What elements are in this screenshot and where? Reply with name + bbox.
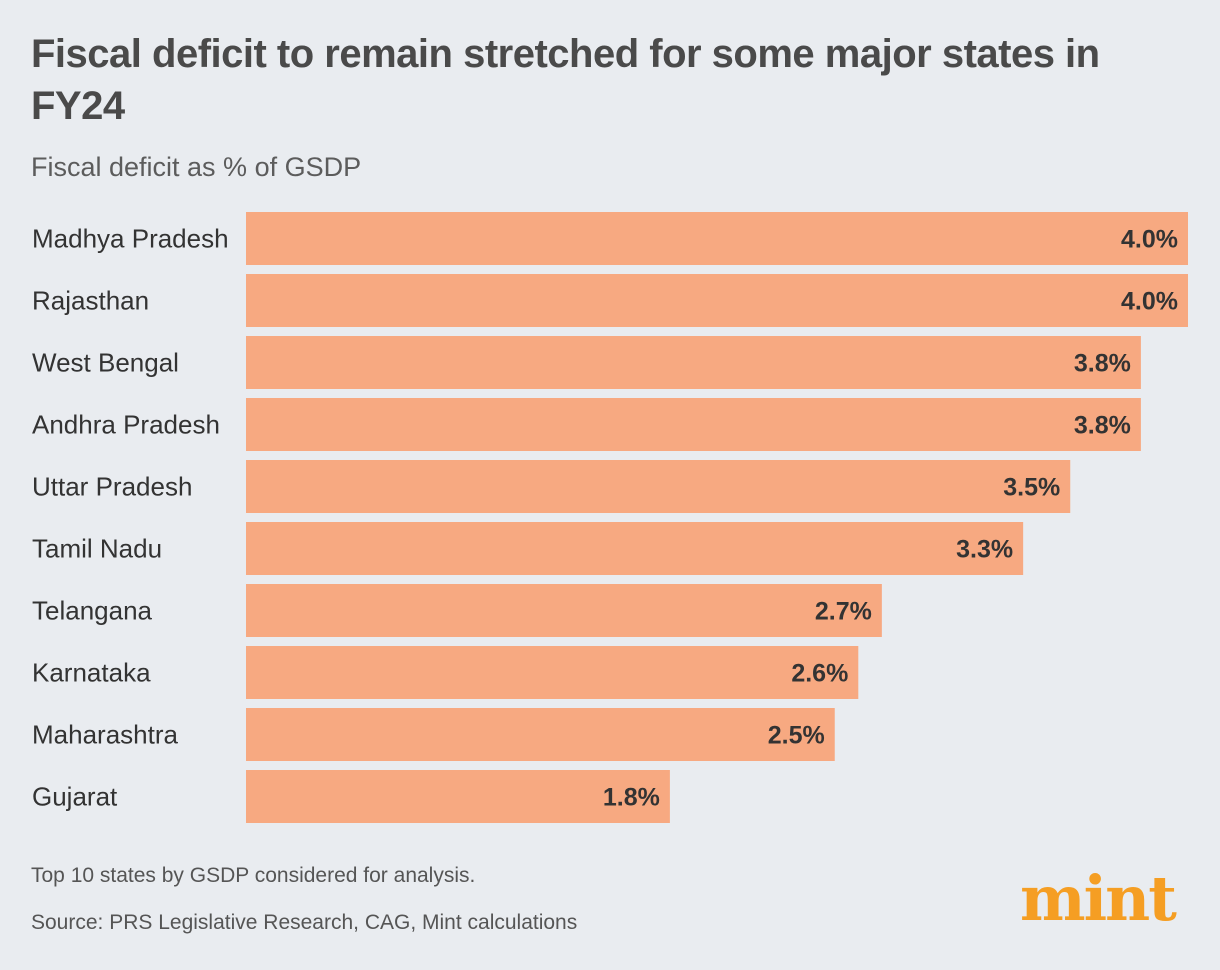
category-label: Telangana bbox=[32, 596, 153, 626]
data-label: 2.7% bbox=[815, 598, 872, 626]
category-label: Tamil Nadu bbox=[32, 534, 162, 564]
bar bbox=[246, 274, 1188, 327]
data-label: 3.3% bbox=[956, 536, 1013, 564]
data-label: 3.8% bbox=[1074, 350, 1131, 378]
chart-subtitle: Fiscal deficit as % of GSDP bbox=[31, 152, 362, 182]
data-label: 4.0% bbox=[1121, 226, 1178, 254]
mint-logo: mint bbox=[1020, 862, 1177, 935]
chart-title: Fiscal deficit to remain stretched for s… bbox=[31, 32, 1100, 128]
category-label: Gujarat bbox=[32, 782, 118, 812]
category-label: Karnataka bbox=[32, 658, 151, 688]
category-label: Maharashtra bbox=[32, 720, 178, 750]
category-label: Madhya Pradesh bbox=[32, 224, 229, 254]
data-label: 1.8% bbox=[603, 784, 660, 812]
category-label: Andhra Pradesh bbox=[32, 410, 220, 440]
category-label: Uttar Pradesh bbox=[32, 472, 192, 502]
bar bbox=[246, 708, 835, 761]
bar bbox=[246, 212, 1188, 265]
data-label: 2.5% bbox=[768, 722, 825, 750]
bar bbox=[246, 646, 859, 699]
data-label: 3.8% bbox=[1074, 412, 1131, 440]
data-label: 2.6% bbox=[791, 660, 848, 688]
source-note: Source: PRS Legislative Research, CAG, M… bbox=[31, 911, 578, 934]
bar bbox=[246, 336, 1141, 389]
bar bbox=[246, 584, 882, 637]
bar-chart: Madhya Pradesh 4.0% Rajasthan 4.0% West Beng… bbox=[32, 212, 1188, 823]
data-label: 3.5% bbox=[1003, 474, 1060, 502]
category-label: West Bengal bbox=[32, 348, 179, 378]
footnote: Top 10 states by GSDP considered for ana… bbox=[31, 864, 476, 887]
bar bbox=[246, 398, 1141, 451]
bar bbox=[246, 770, 670, 823]
bar bbox=[246, 522, 1024, 575]
category-label: Rajasthan bbox=[32, 286, 149, 316]
data-label: 4.0% bbox=[1121, 288, 1178, 316]
bar bbox=[246, 460, 1071, 513]
